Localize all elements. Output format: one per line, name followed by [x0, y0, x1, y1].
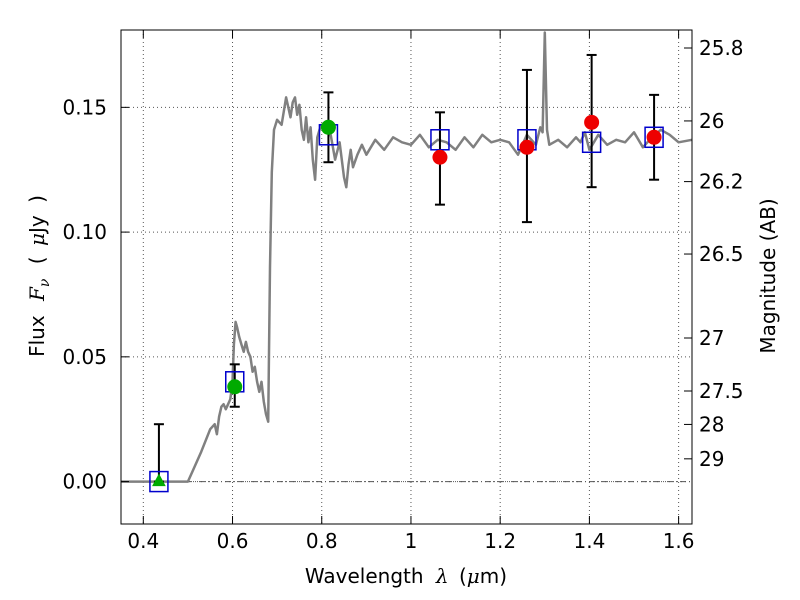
- y-axis-unit-mu: μ: [25, 233, 49, 246]
- model-point: [581, 131, 602, 154]
- magnitude-tick-label: 25.8: [699, 36, 744, 60]
- spectrum-line: [121, 31, 693, 483]
- x-tick-label: 1.6: [663, 529, 695, 553]
- magnitude-tick-label: 26: [699, 109, 724, 133]
- x-tick-label: 1.2: [484, 529, 516, 553]
- y-axis-label: Flux Fν ( μJy ): [25, 195, 54, 357]
- x-tick-label: 0.8: [306, 529, 338, 553]
- y-tick-label: 0.15: [62, 95, 107, 119]
- x-tick-label: 1.4: [573, 529, 605, 553]
- x-axis-label: Wavelength λ (μm): [305, 564, 507, 588]
- x-tick-label: 0.6: [217, 529, 249, 553]
- magnitude-tick-label: 27: [699, 326, 724, 350]
- error-bars: [153, 53, 660, 483]
- model-point: [149, 470, 169, 493]
- model-points: [149, 124, 664, 493]
- magnitude-axis-label: Magnitude (AB): [756, 198, 780, 353]
- y-axis-unit-close: ): [25, 195, 49, 203]
- observed-point: [320, 119, 336, 135]
- y-axis-unit-open: (: [25, 256, 49, 264]
- x-axis-label-text: Wavelength: [305, 564, 424, 588]
- y-axis-ticks: 0.00 0.05 0.10 0.15: [62, 95, 129, 494]
- observed-point: [584, 114, 600, 130]
- magnitude-tick-label: 29: [699, 447, 724, 471]
- y-tick-label: 0.00: [62, 470, 107, 494]
- y-tick-label: 0.05: [62, 345, 107, 369]
- observed-point: [227, 379, 243, 395]
- model-spectrum: [121, 31, 693, 483]
- plot-frame: [120, 29, 693, 525]
- magnitude-tick-label: 26.2: [699, 170, 744, 194]
- x-axis-ticks: 0.4 0.6 0.8 1 1.2 1.4 1.6: [127, 30, 695, 553]
- y-axis-symbol: F: [25, 286, 49, 302]
- x-axis-unit-mu: μ: [467, 564, 480, 588]
- y-tick-label: 0.10: [62, 220, 107, 244]
- y-axis-subscript: ν: [37, 278, 53, 287]
- y-axis-label-text: Flux: [25, 315, 49, 357]
- observed-point: [646, 129, 662, 145]
- x-tick-label: 0.4: [127, 529, 159, 553]
- observed-points: [152, 114, 662, 487]
- observed-point: [152, 473, 166, 487]
- observed-point: [432, 149, 448, 165]
- x-axis-unit-rest: m): [480, 564, 507, 588]
- observed-point: [519, 139, 535, 155]
- magnitude-tick-label: 28: [699, 412, 724, 436]
- x-axis-symbol: λ: [435, 564, 449, 588]
- grid-lines: [121, 30, 692, 524]
- x-axis-unit-open: (: [459, 564, 467, 588]
- magnitude-tick-label: 26.5: [699, 242, 744, 266]
- y-axis-unit-rest: Jy: [25, 215, 49, 235]
- magnitude-axis-ticks: 25.8 26 26.2 26.5 27 27.5 28 29: [684, 36, 744, 471]
- model-point: [644, 126, 664, 149]
- magnitude-tick-label: 27.5: [699, 379, 744, 403]
- x-tick-label: 1: [405, 529, 418, 553]
